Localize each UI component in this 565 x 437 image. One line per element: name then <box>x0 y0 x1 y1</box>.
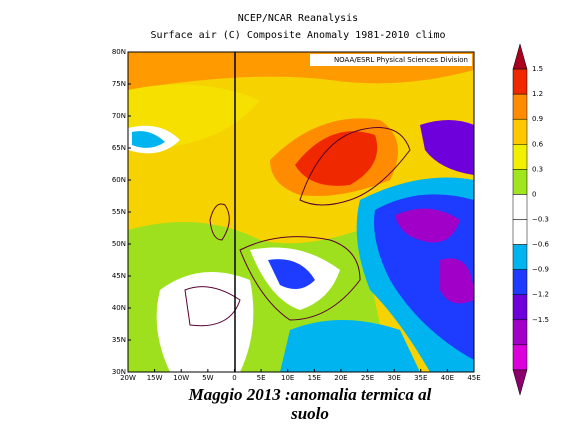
colorbar-label: −0.6 <box>532 241 550 249</box>
lat-label: 65N <box>112 144 126 152</box>
colorbar-label: 0.6 <box>532 140 544 148</box>
lon-label: 5W <box>202 374 213 382</box>
coastlines <box>184 127 411 327</box>
lat-label: 30N <box>112 368 126 376</box>
lat-label: 40N <box>112 304 126 312</box>
colorbar-segment <box>512 319 528 346</box>
caption: Maggio 2013 :anomalia termica al <box>188 385 432 404</box>
lon-label: 10W <box>173 374 189 382</box>
colorbar-end <box>512 369 528 396</box>
colorbar-segment <box>512 118 528 145</box>
title: NCEP/NCAR Reanalysis <box>238 13 358 24</box>
credit: NOAA/ESRL Physical Sciences Division <box>334 56 468 64</box>
lon-label: 5E <box>257 374 266 382</box>
colorbar-end <box>512 43 528 70</box>
lon-label: 20W <box>120 374 136 382</box>
lon-label: 10E <box>281 374 294 382</box>
lon-label: 25E <box>361 374 374 382</box>
colorbar-segment <box>512 244 528 270</box>
lon-label: 15W <box>147 374 163 382</box>
lon-label: 20E <box>334 374 347 382</box>
lat-label: 75N <box>112 80 126 88</box>
credit-box <box>310 54 472 66</box>
lat-label: 70N <box>112 112 126 120</box>
colorbar-segment <box>512 144 528 170</box>
colorbar-segment <box>512 68 528 95</box>
lat-label: 80N <box>112 48 126 56</box>
colorbar-label: −1.5 <box>532 316 549 324</box>
lat-label: 45N <box>112 272 126 280</box>
colorbar-segment <box>512 219 528 245</box>
caption: suolo <box>290 404 329 423</box>
colorbar-label: −0.3 <box>532 216 549 224</box>
anomaly-field <box>128 52 474 372</box>
colorbar-segment <box>512 93 528 120</box>
colorbar-segment <box>512 194 528 220</box>
colorbar-label: 0.3 <box>532 165 543 173</box>
colorbar-label: 1.5 <box>532 65 543 73</box>
lat-label: 50N <box>112 240 126 248</box>
colorbar-label: 0.9 <box>532 115 543 123</box>
lon-label: 0 <box>232 374 236 382</box>
lat-label: 60N <box>112 176 126 184</box>
colorbar-segment <box>512 344 528 371</box>
lon-label: 30E <box>387 374 400 382</box>
colorbar-segment <box>512 294 528 321</box>
lon-label: 35E <box>414 374 427 382</box>
colorbar-label: 0 <box>532 190 536 198</box>
lat-label: 35N <box>112 336 126 344</box>
lon-label: 45E <box>467 374 480 382</box>
subtitle: Surface air (C) Composite Anomaly 1981-2… <box>150 30 445 41</box>
colorbar-segment <box>512 169 528 195</box>
lat-label: 55N <box>112 208 126 216</box>
colorbar-segment <box>512 269 528 295</box>
colorbar-label: −1.2 <box>532 291 549 299</box>
colorbar-label: −0.9 <box>532 266 549 274</box>
lon-label: 40E <box>441 374 454 382</box>
colorbar-label: 1.2 <box>532 90 543 98</box>
lon-label: 15E <box>308 374 321 382</box>
